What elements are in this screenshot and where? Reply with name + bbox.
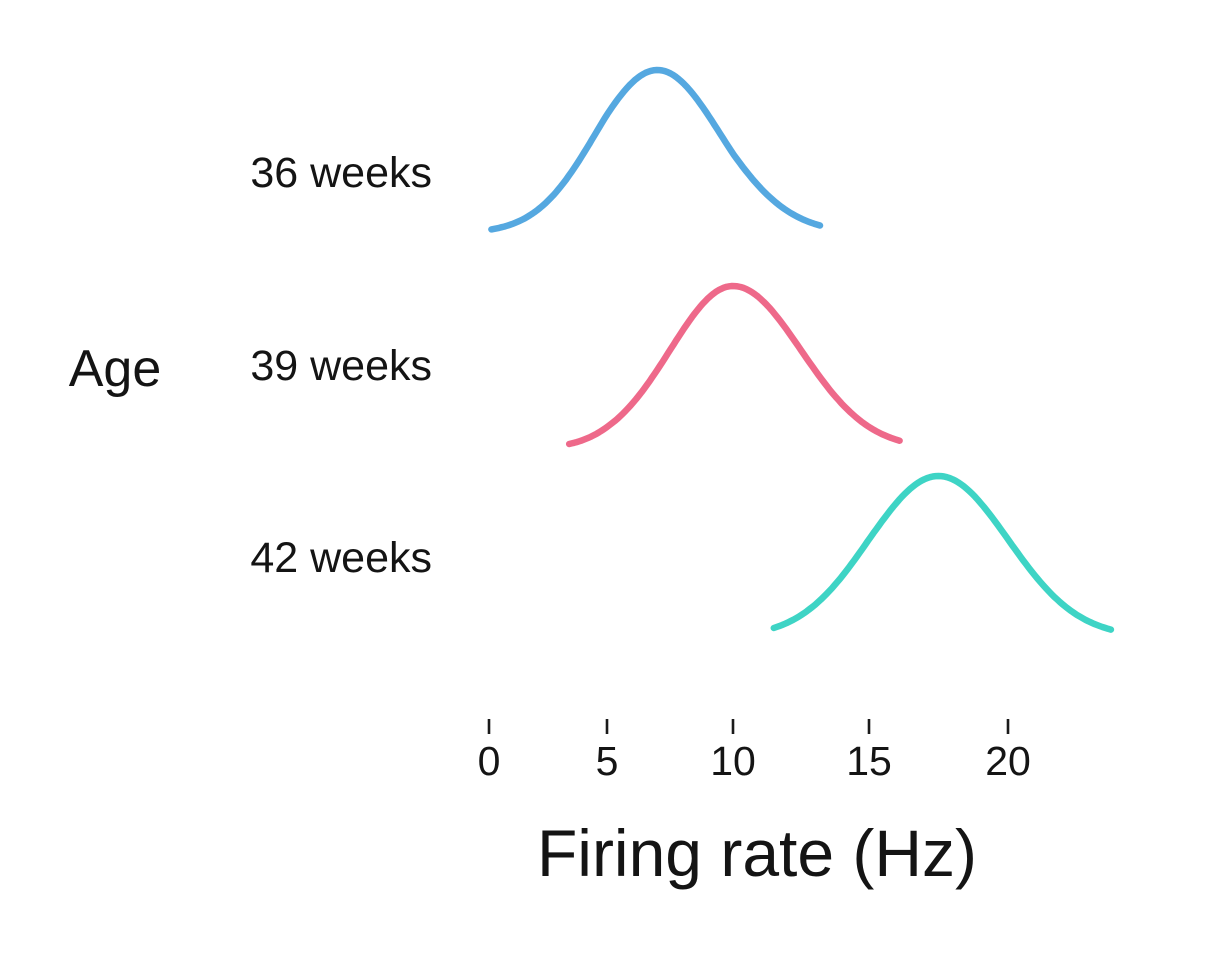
gaussian-curve-36-weeks — [488, 66, 824, 233]
x-tick-label-20: 20 — [985, 738, 1031, 784]
x-tick-label-5: 5 — [595, 738, 619, 784]
y-axis-title: Age — [68, 340, 162, 398]
x-tick-label-0: 0 — [477, 738, 501, 784]
x-axis-title: Firing rate (Hz) — [536, 816, 978, 890]
gaussian-curve-42-weeks — [770, 472, 1115, 633]
x-axis-tick-marks — [487, 719, 1010, 734]
x-tick-label-10: 10 — [710, 738, 756, 784]
row-label-39-weeks: 39 weeks — [250, 342, 432, 390]
row-label-36-weeks: 36 weeks — [250, 149, 432, 197]
x-tick-label-15: 15 — [846, 738, 892, 784]
row-label-42-weeks: 42 weeks — [250, 534, 432, 582]
gaussian-curve-39-weeks — [565, 282, 903, 448]
